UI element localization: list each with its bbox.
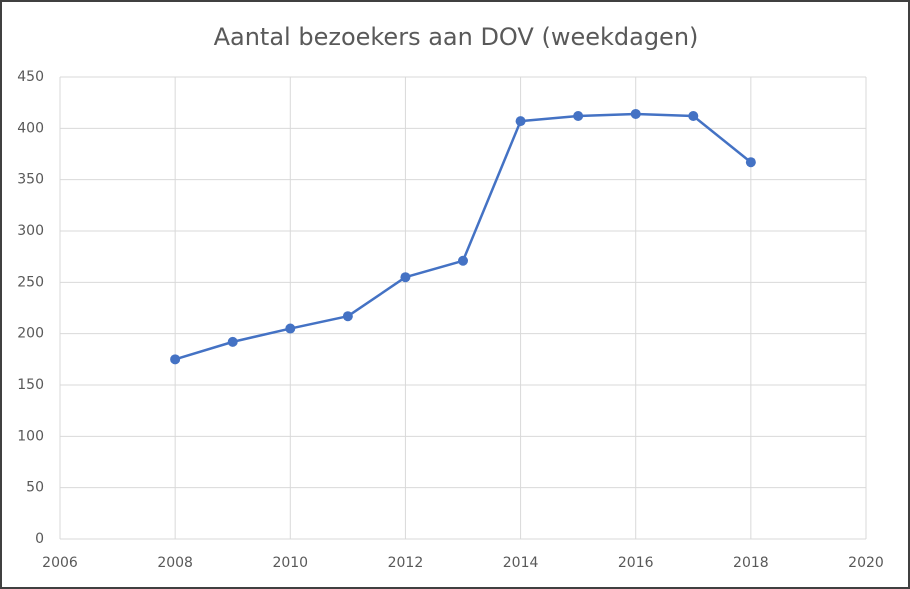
y-tick-label: 250 xyxy=(17,274,44,290)
marker xyxy=(285,323,296,334)
marker xyxy=(227,336,238,347)
x-tick-label: 2016 xyxy=(618,555,654,571)
y-tick-label: 100 xyxy=(17,428,44,444)
x-tick-label: 2014 xyxy=(503,555,539,571)
x-tick-label: 2012 xyxy=(388,555,424,571)
marker xyxy=(688,111,699,122)
marker xyxy=(342,311,353,322)
y-tick-label: 450 xyxy=(17,69,44,85)
x-tick-label: 2020 xyxy=(848,555,884,571)
x-tick-label: 2018 xyxy=(733,555,769,571)
x-tick-label: 2010 xyxy=(272,555,308,571)
y-tick-label: 200 xyxy=(17,326,44,342)
marker xyxy=(170,354,181,365)
y-tick-label: 50 xyxy=(26,480,44,496)
y-tick-label: 0 xyxy=(35,531,44,547)
marker xyxy=(458,255,468,266)
marker xyxy=(745,157,756,168)
x-tick-label: 2008 xyxy=(157,555,193,571)
y-tick-label: 150 xyxy=(17,377,44,393)
y-tick-label: 350 xyxy=(17,172,44,188)
marker xyxy=(515,116,526,127)
x-tick-label: 2006 xyxy=(42,555,78,571)
chart-title: Aantal bezoekers aan DOV (weekdagen) xyxy=(214,23,699,51)
marker xyxy=(573,111,584,122)
marker xyxy=(400,272,411,283)
y-tick-label: 300 xyxy=(17,223,44,239)
marker xyxy=(630,108,641,119)
y-tick-label: 400 xyxy=(17,120,44,136)
